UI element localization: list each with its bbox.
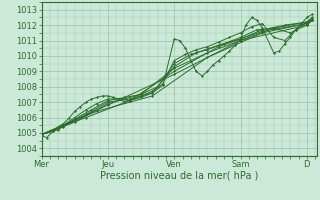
X-axis label: Pression niveau de la mer( hPa ): Pression niveau de la mer( hPa ) [100,171,258,181]
